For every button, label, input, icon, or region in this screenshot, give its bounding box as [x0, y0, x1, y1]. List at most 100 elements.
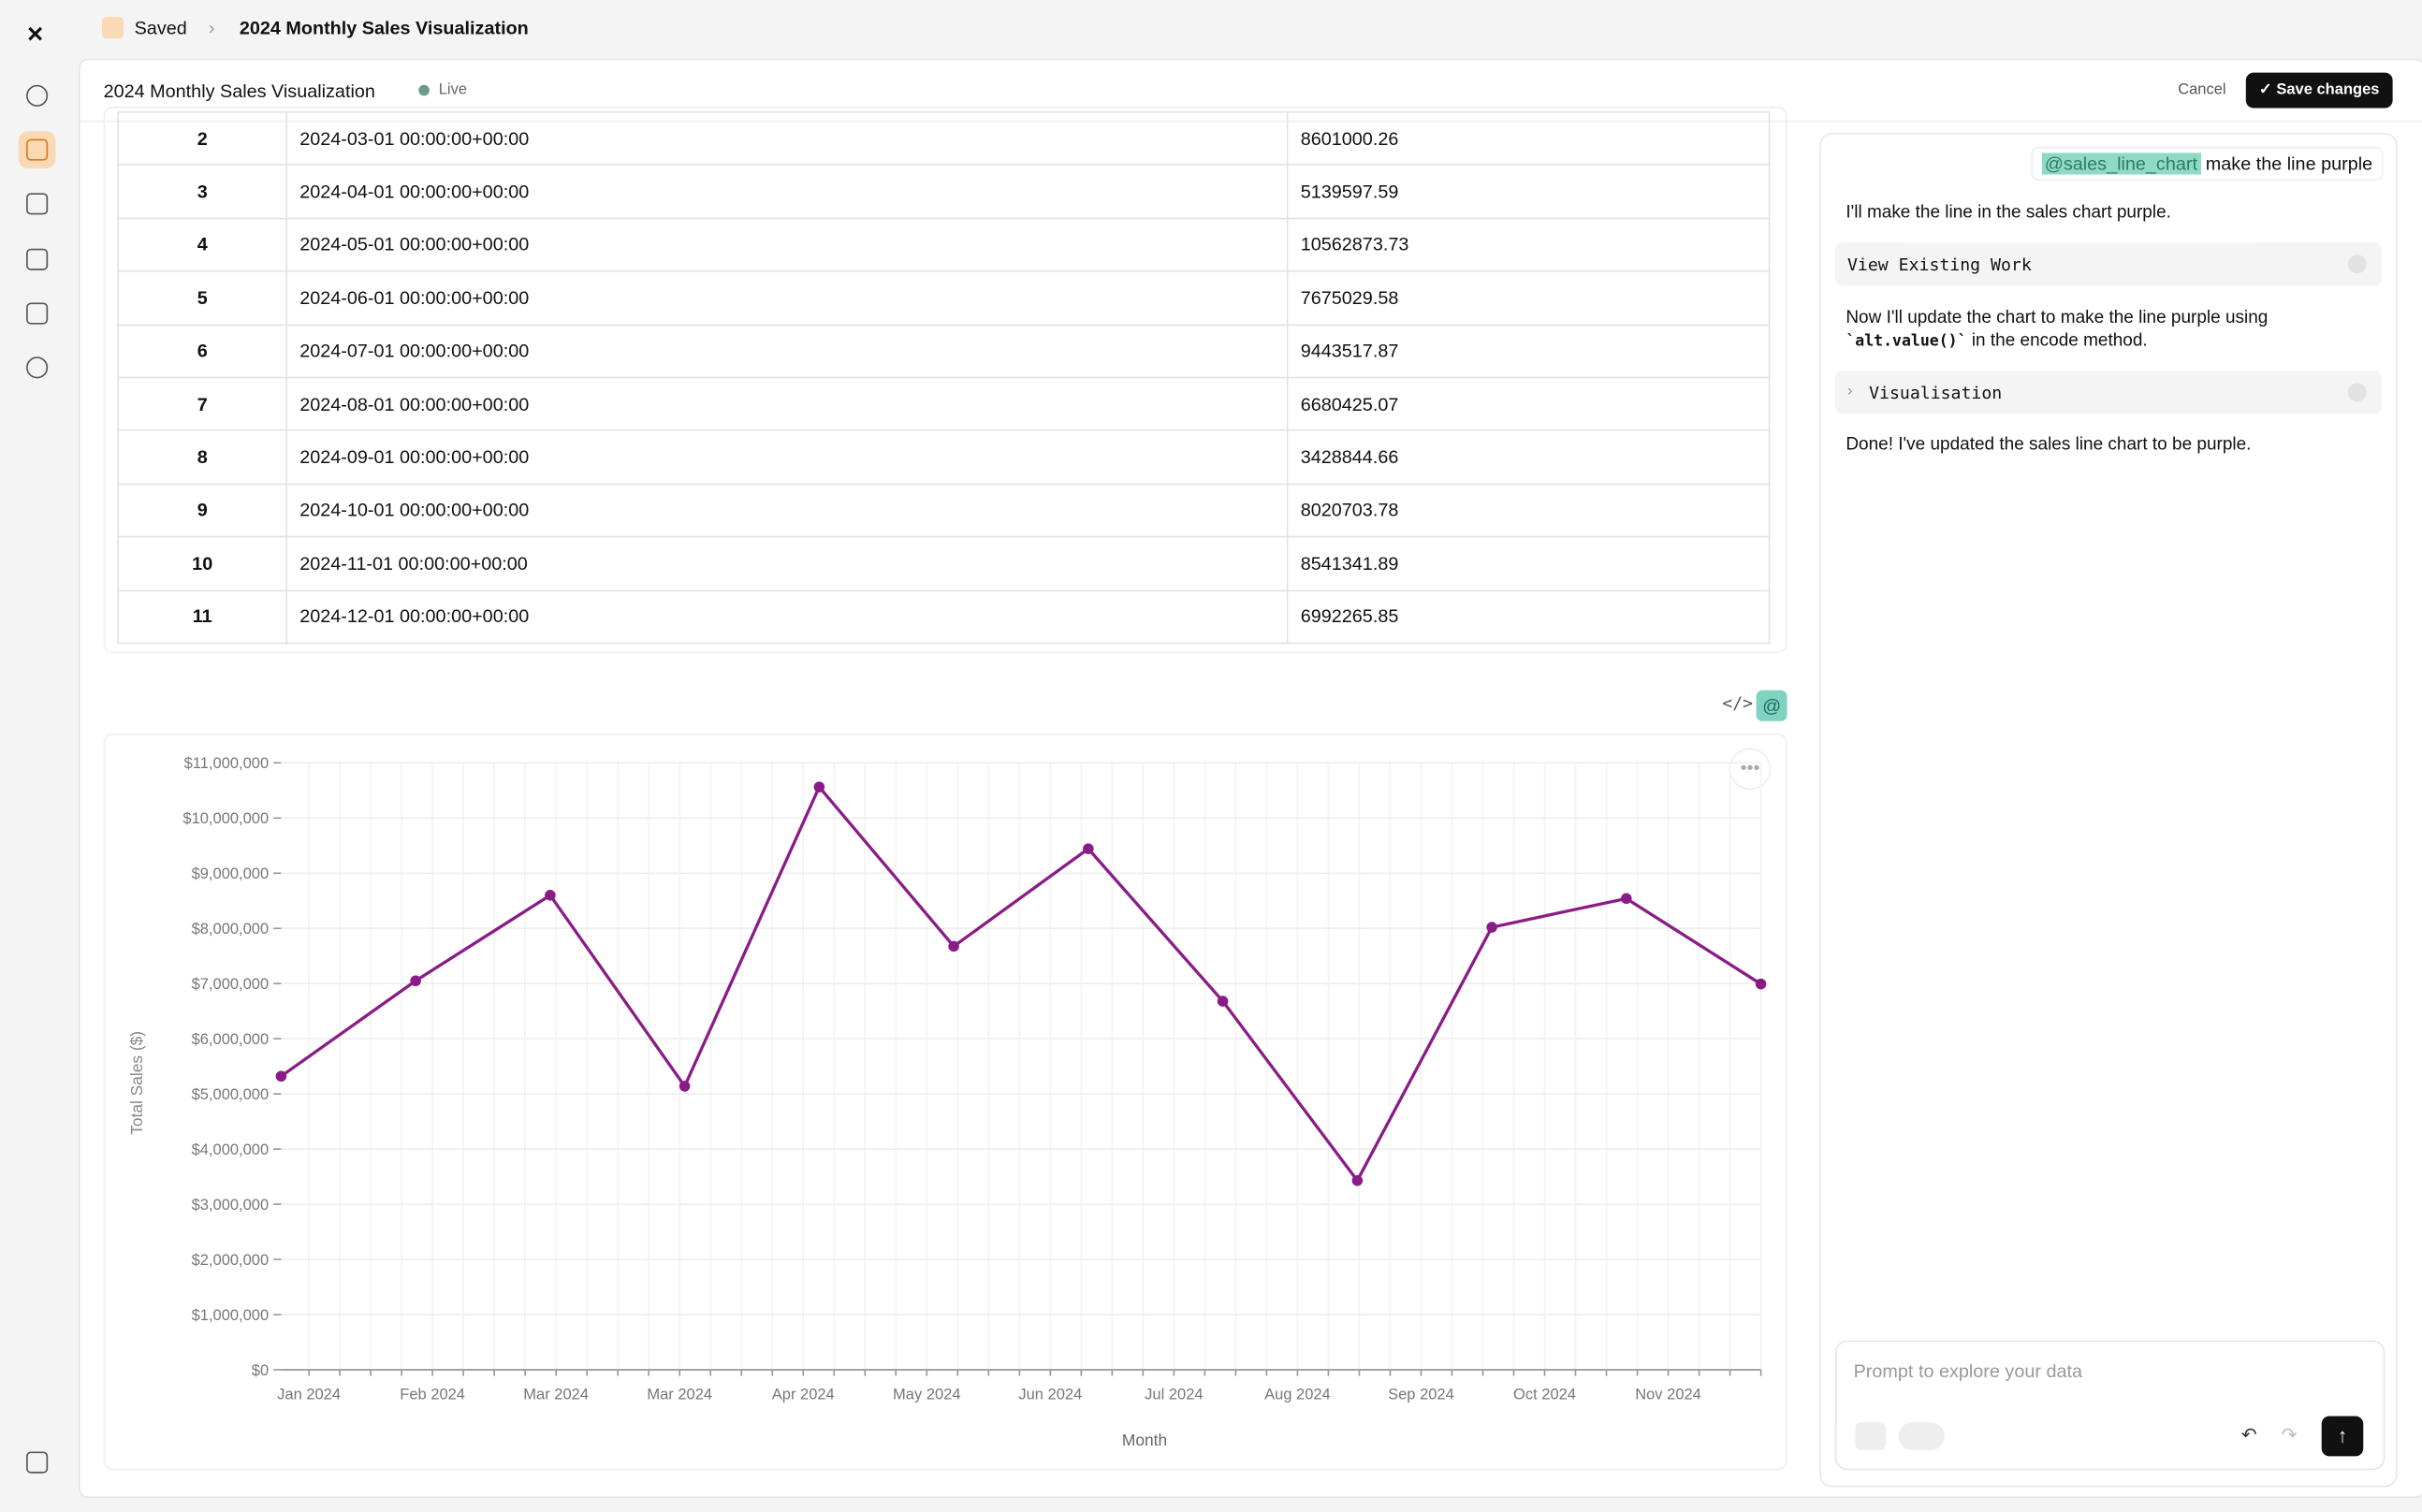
- table-cell: 3428844.66: [1288, 430, 1770, 484]
- status-dot: [418, 85, 430, 96]
- user-message: @sales_line_chart make the line purple: [2031, 147, 2384, 181]
- tool-label: View Existing Work: [1847, 254, 2032, 274]
- table-cell: 5139597.59: [1288, 165, 1770, 218]
- tool-check: [2348, 254, 2367, 273]
- code-toggle[interactable]: </>: [1722, 693, 1753, 713]
- chat-panel: @sales_line_chart make the line purple I…: [1819, 133, 2397, 1487]
- y-tick-label: $3,000,000: [192, 1197, 270, 1214]
- table-cell: 4: [118, 218, 286, 271]
- table-cell: 6992265.85: [1288, 590, 1770, 644]
- table-cell: 10562873.73: [1288, 218, 1770, 271]
- table-row: 42024-05-01 00:00:00+00:0010562873.73: [118, 218, 1769, 271]
- y-tick-label: $1,000,000: [192, 1307, 270, 1324]
- reply-text: in the encode method.: [1972, 332, 2148, 351]
- table-row: 112024-12-01 00:00:00+00:006992265.85: [118, 590, 1769, 644]
- nav-explore[interactable]: [26, 85, 48, 107]
- mode-toggle[interactable]: [1898, 1422, 1945, 1450]
- save-button[interactable]: ✓ Save changes: [2246, 73, 2393, 109]
- point: [1083, 843, 1094, 854]
- undo-button[interactable]: ↶: [2241, 1424, 2257, 1446]
- table-row: 82024-09-01 00:00:00+00:003428844.66: [118, 430, 1769, 484]
- data-table: 22024-03-01 00:00:00+00:008601000.263202…: [117, 111, 1770, 644]
- table-row: 92024-10-01 00:00:00+00:008020703.78: [118, 484, 1769, 537]
- nav-dashboards[interactable]: [26, 193, 48, 214]
- x-tick-label: Nov 2024: [1635, 1386, 1701, 1403]
- y-tick-label: $0: [252, 1362, 269, 1379]
- point: [814, 781, 825, 792]
- table-cell: 2024-05-01 00:00:00+00:00: [286, 218, 1288, 271]
- cancel-button[interactable]: Cancel: [2178, 81, 2225, 98]
- y-tick-label: $5,000,000: [192, 1086, 270, 1103]
- table-row: 62024-07-01 00:00:00+00:009443517.87: [118, 325, 1769, 378]
- breadcrumb-separator: ›: [209, 17, 215, 38]
- table-cell: 2024-06-01 00:00:00+00:00: [286, 271, 1288, 325]
- x-tick-label: Apr 2024: [772, 1386, 835, 1403]
- sidebar: ✕: [0, 0, 78, 1512]
- x-tick-label: Jun 2024: [1018, 1386, 1082, 1403]
- table-cell: 8: [118, 430, 286, 484]
- table-cell: 2024-03-01 00:00:00+00:00: [286, 112, 1288, 166]
- x-tick-label: Jan 2024: [277, 1386, 341, 1403]
- table-cell: 10: [118, 537, 286, 590]
- tool-label: Visualisation: [1869, 383, 2002, 402]
- table-cell: 2024-07-01 00:00:00+00:00: [286, 325, 1288, 378]
- table-row: 32024-04-01 00:00:00+00:005139597.59: [118, 165, 1769, 218]
- point: [545, 890, 556, 901]
- table-row: 52024-06-01 00:00:00+00:007675029.58: [118, 271, 1769, 325]
- table-cell: 2024-08-01 00:00:00+00:00: [286, 377, 1288, 430]
- nav-security[interactable]: [26, 356, 48, 378]
- table-cell: 7675029.58: [1288, 271, 1770, 325]
- table-cell: 2024-04-01 00:00:00+00:00: [286, 165, 1288, 218]
- y-tick-label: $11,000,000: [184, 755, 270, 772]
- y-tick-label: $8,000,000: [192, 921, 270, 938]
- point: [679, 1081, 691, 1092]
- point: [1621, 894, 1632, 905]
- main-panel: 2024 Monthly Sales Visualization Live Ca…: [79, 59, 2422, 1498]
- prompt-box[interactable]: Prompt to explore your data ↶ ↷ ↑: [1835, 1341, 2386, 1471]
- table-cell: 7: [118, 377, 286, 430]
- redo-button[interactable]: ↷: [2282, 1424, 2298, 1446]
- nav-saved[interactable]: [26, 139, 48, 161]
- x-tick-label: Mar 2024: [523, 1386, 589, 1403]
- nav-notebooks[interactable]: [26, 249, 48, 270]
- table-cell: 8020703.78: [1288, 484, 1770, 537]
- nav-org[interactable]: [26, 1451, 48, 1473]
- table-cell: 9443517.87: [1288, 325, 1770, 378]
- table-cell: 5: [118, 271, 286, 325]
- y-tick-label: $9,000,000: [192, 865, 270, 882]
- logo: ✕: [26, 22, 44, 48]
- saved-icon: [102, 17, 124, 38]
- save-label: Save changes: [2276, 81, 2379, 98]
- table-cell: 3: [118, 165, 286, 218]
- chart-card: ••• $0$1,000,000$2,000,000$3,000,000$4,0…: [104, 734, 1787, 1470]
- y-tick-label: $4,000,000: [192, 1141, 270, 1158]
- assistant-reply: Done! I've updated the sales line chart …: [1846, 435, 2251, 454]
- mention-button[interactable]: @: [1757, 691, 1787, 721]
- tool-view[interactable]: View Existing Work: [1835, 242, 2382, 285]
- x-tick-label: Aug 2024: [1264, 1386, 1331, 1403]
- chart: ••• $0$1,000,000$2,000,000$3,000,000$4,0…: [105, 735, 1787, 1469]
- x-tick-label: Feb 2024: [400, 1386, 465, 1403]
- nav-library[interactable]: [26, 302, 48, 324]
- assistant-reply: I'll make the line in the sales chart pu…: [1846, 204, 2171, 223]
- table-card: 22024-03-01 00:00:00+00:008601000.263202…: [104, 107, 1787, 653]
- table-cell: 2024-12-01 00:00:00+00:00: [286, 590, 1288, 644]
- breadcrumb-saved[interactable]: Saved: [135, 17, 187, 38]
- send-button[interactable]: ↑: [2322, 1417, 2364, 1457]
- tool-visualisation[interactable]: › Visualisation: [1835, 371, 2382, 414]
- reply-text: Now I'll update the chart to make the li…: [1846, 309, 2268, 327]
- table-row: 72024-08-01 00:00:00+00:006680425.07: [118, 377, 1769, 430]
- table-cell: 8601000.26: [1288, 112, 1770, 166]
- table-cell: 2024-10-01 00:00:00+00:00: [286, 484, 1288, 537]
- table-cell: 2024-11-01 00:00:00+00:00: [286, 537, 1288, 590]
- point: [276, 1071, 287, 1083]
- mention: @sales_line_chart: [2041, 153, 2200, 174]
- y-tick-label: $6,000,000: [192, 1031, 270, 1048]
- attach-button[interactable]: [1855, 1422, 1886, 1450]
- tool-check: [2348, 383, 2367, 401]
- y-tick-label: $7,000,000: [192, 976, 270, 993]
- point: [1756, 979, 1767, 990]
- y-tick-label: $10,000,000: [182, 810, 269, 827]
- x-tick-label: Oct 2024: [1513, 1386, 1576, 1403]
